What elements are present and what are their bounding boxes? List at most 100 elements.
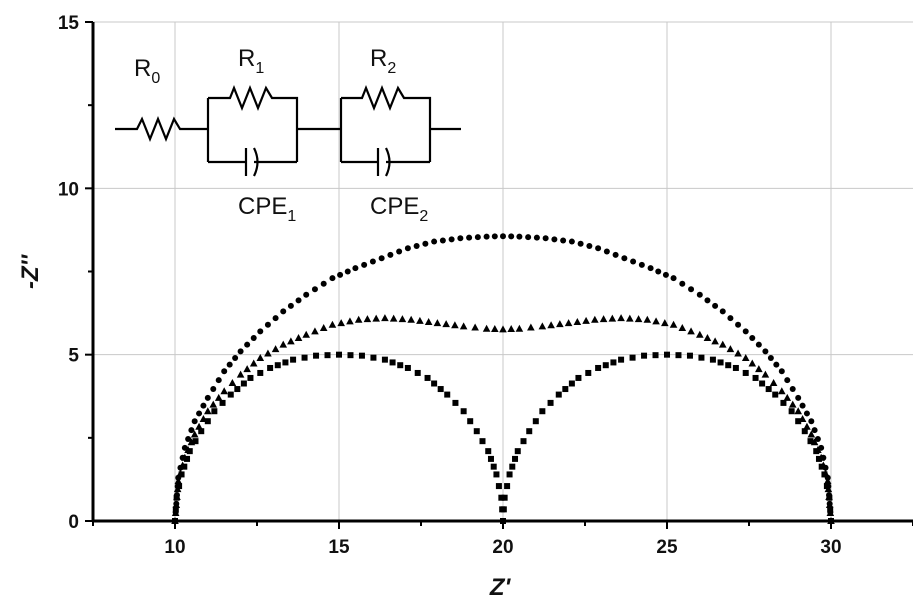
data-point-circle-interp [413,242,420,249]
data-point-circle-interp [422,240,429,247]
data-point-triangle [354,315,363,323]
data-point-square [198,428,205,435]
data-point-square-interp [324,352,331,359]
data-point-triangle [591,315,599,323]
label-r2-sub: 2 [387,60,396,77]
data-point-square-interp [815,455,822,462]
data-point-circle-interp [811,427,818,434]
data-point-circle-interp [264,321,271,328]
data-point-triangle-interp [748,359,757,367]
data-point-circle [352,265,359,272]
y-tick-label: 5 [68,346,79,367]
data-point-circle-interp [735,321,742,328]
data-point-square-interp [759,380,766,387]
data-point-square-interp [487,455,494,462]
data-point-triangle [696,330,704,338]
data-point-triangle-interp [243,365,251,373]
r2-cpe2-block [339,85,432,176]
data-point-triangle-interp [527,323,535,331]
data-point-triangle-interp [319,324,328,332]
data-point-circle-interp [577,240,584,247]
data-point-square-interp [234,386,241,393]
label-cpe1: CPE1 [238,193,296,225]
data-point-triangle [204,407,212,415]
data-point-square-interp [509,463,516,470]
data-point-circle-interp [525,234,532,241]
data-point-square [211,408,218,415]
label-cpe2-sub: 2 [419,208,428,225]
data-point-square [526,428,533,435]
data-point-square [172,518,178,524]
data-point-circle-interp [655,268,662,275]
data-point-triangle-interp [734,349,742,357]
data-point-square [460,408,467,415]
data-point-triangle [459,322,468,330]
data-point-square-interp [504,483,511,490]
data-point-square-interp [675,352,682,359]
equivalent-circuit-diagram: R0 R1 R2 CPE1 CPE2 [115,45,461,225]
data-point-triangle-interp [491,325,499,333]
data-point-triangle-interp [608,314,617,322]
data-point-square-interp [176,483,183,490]
data-point-square [826,494,833,501]
data-point-square [493,471,500,478]
data-point-circle-interp [396,248,403,255]
data-point-circle-interp [551,236,558,243]
data-point-circle [483,233,490,240]
data-point-circle-interp [196,410,203,417]
data-point-triangle-interp [783,393,792,401]
data-point-triangle [381,314,389,322]
data-point-triangle [256,353,265,361]
data-point-square [813,448,820,455]
data-point-circle-interp [185,435,192,442]
data-point-triangle-interp [788,400,797,408]
data-point-triangle [538,322,547,330]
data-point-circle-interp [784,377,791,384]
data-point-square-interp [568,380,575,387]
x-axis-label: Z' [489,574,512,601]
data-point-triangle [807,430,816,438]
data-point-triangle-interp [228,378,237,386]
data-point-triangle-interp [803,422,811,430]
data-point-square-interp [240,380,247,387]
data-point-square-interp [184,455,191,462]
data-point-circle-interp [295,297,302,304]
data-point-square-interp [219,399,226,406]
data-point-circle-interp [287,302,294,309]
data-point-triangle [564,319,573,327]
data-point-square [506,471,513,478]
data-point-circle-interp [508,233,515,240]
label-cpe2: CPE2 [370,193,428,225]
data-point-circle-interp [727,315,734,322]
data-point-square-interp [629,354,636,361]
data-point-square-interp [172,506,179,513]
data-point-circle [204,394,211,401]
data-point-square-interp [431,380,438,387]
data-point-square-interp [467,418,474,425]
label-r1-sub: 1 [255,60,264,77]
data-point-triangle-interp [271,345,280,353]
data-point-square-interp [602,362,609,369]
r1-cpe1-block [206,85,299,176]
data-point-circle [696,291,703,298]
data-point-circle-interp [491,233,498,240]
x-tick-label: 10 [164,537,185,558]
data-point-triangle-interp [687,327,695,335]
data-point-circle [719,308,726,315]
data-point-triangle [515,324,524,332]
data-point-triangle-interp [573,317,582,325]
data-point-circle-interp [612,251,619,258]
data-point-square-interp [562,386,569,393]
data-point-circle [329,275,336,282]
data-point-triangle-interp [451,321,459,329]
data-point-square-interp [795,418,802,425]
data-points [171,233,835,524]
data-point-square-interp [610,359,617,366]
data-point-square [821,471,828,478]
data-point-triangle-interp [507,325,515,333]
data-point-circle-interp [789,386,796,393]
data-point-square-interp [698,354,705,361]
data-point-triangle [407,315,415,323]
data-point-triangle-interp [398,315,407,323]
data-point-square-interp [547,399,554,406]
